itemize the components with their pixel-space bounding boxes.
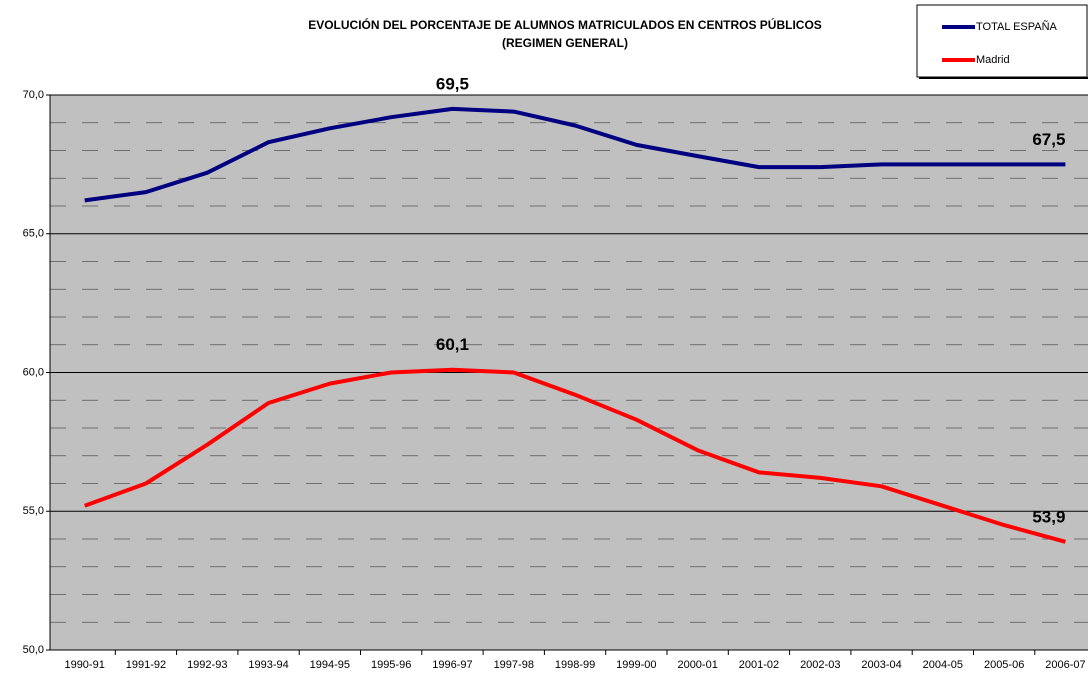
x-tick-label: 2004-05 [923,659,963,671]
x-tick-label: 2000-01 [677,659,717,671]
value-label: 67,5 [1032,130,1065,149]
series-line [84,106,1066,203]
x-tick-label: 2002-03 [800,659,840,671]
y-tick-label: 50,0 [23,644,44,656]
series-line [84,367,1066,544]
value-label: 60,1 [436,335,469,354]
value-label: 69,5 [436,74,469,93]
x-tick-label: 2006-07 [1045,659,1085,671]
x-tick-label: 1990-91 [64,659,104,671]
x-tick-label: 1999-00 [616,659,656,671]
x-tick-label: 1998-99 [555,659,595,671]
legend-label: TOTAL ESPAÑA [976,20,1058,33]
y-tick-label: 65,0 [23,228,44,240]
x-tick-label: 2005-06 [984,659,1024,671]
chart-title: EVOLUCIÓN DEL PORCENTAJE DE ALUMNOS MATR… [308,17,822,32]
x-tick-label: 1995-96 [371,659,411,671]
x-tick-label: 1991-92 [126,659,166,671]
value-label: 53,9 [1032,507,1065,526]
chart-subtitle: (REGIMEN GENERAL) [502,36,628,50]
y-tick-label: 55,0 [23,505,44,517]
x-tick-label: 1992-93 [187,659,227,671]
legend-label: Madrid [976,54,1010,66]
x-tick-label: 1994-95 [310,659,350,671]
x-tick-label: 1996-97 [432,659,472,671]
x-tick-label: 2001-02 [739,659,779,671]
y-tick-label: 60,0 [23,366,44,378]
x-tick-label: 1993-94 [248,659,288,671]
legend [916,4,1088,78]
x-tick-label: 2003-04 [861,659,901,671]
y-tick-label: 70,0 [23,89,44,101]
x-tick-label: 1997-98 [494,659,534,671]
